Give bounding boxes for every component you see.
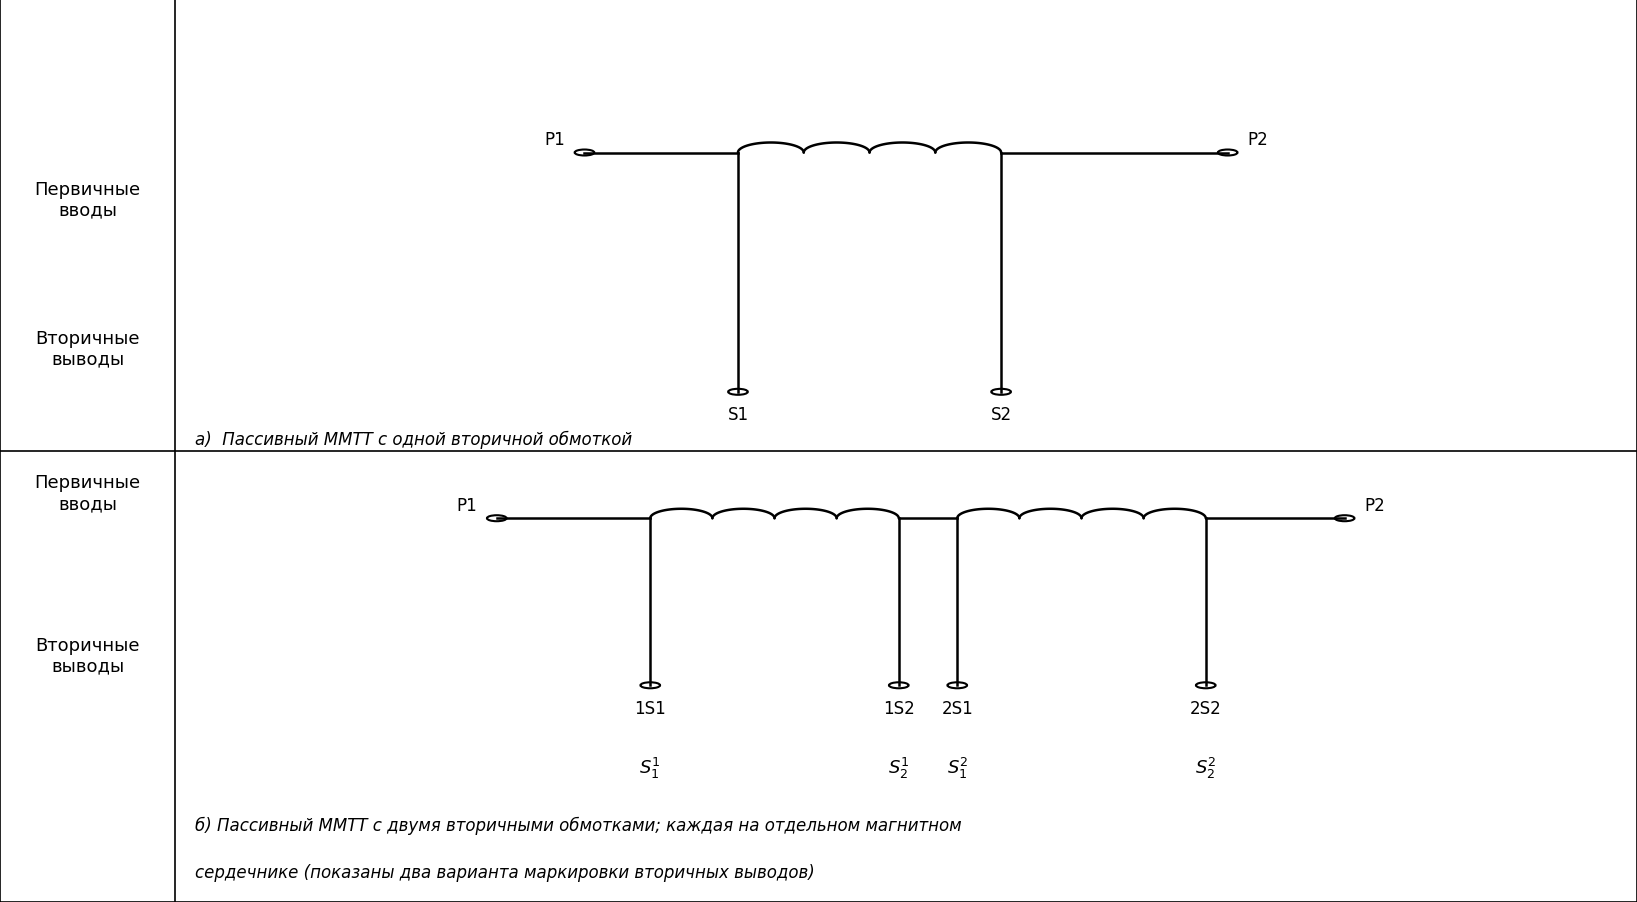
Text: 1S2: 1S2 <box>882 699 915 717</box>
Text: P1: P1 <box>457 496 476 514</box>
Text: P1: P1 <box>543 131 565 149</box>
Text: P2: P2 <box>1364 496 1385 514</box>
Text: 2S2: 2S2 <box>1190 699 1221 717</box>
Text: Первичные
вводы: Первичные вводы <box>34 180 141 219</box>
Text: а)  Пассивный ММТТ с одной вторичной обмоткой: а) Пассивный ММТТ с одной вторичной обмо… <box>195 430 632 448</box>
Text: S2: S2 <box>990 406 1012 424</box>
Text: S1: S1 <box>727 406 748 424</box>
Text: Вторичные
выводы: Вторичные выводы <box>36 636 139 675</box>
Text: Вторичные
выводы: Вторичные выводы <box>36 329 139 368</box>
Text: 2S1: 2S1 <box>941 699 972 717</box>
Text: $S_1^2$: $S_1^2$ <box>946 755 967 780</box>
Text: $S_1^1$: $S_1^1$ <box>640 755 661 780</box>
Text: $S_2^2$: $S_2^2$ <box>1195 755 1216 780</box>
Text: $S_2^1$: $S_2^1$ <box>887 755 910 780</box>
Text: 1S1: 1S1 <box>635 699 666 717</box>
Text: P2: P2 <box>1247 131 1269 149</box>
Text: б) Пассивный ММТТ с двумя вторичными обмотками; каждая на отдельном магнитном: б) Пассивный ММТТ с двумя вторичными обм… <box>195 816 961 834</box>
Text: сердечнике (показаны два варианта маркировки вторичных выводов): сердечнике (показаны два варианта маркир… <box>195 863 815 881</box>
Text: Первичные
вводы: Первичные вводы <box>34 474 141 512</box>
